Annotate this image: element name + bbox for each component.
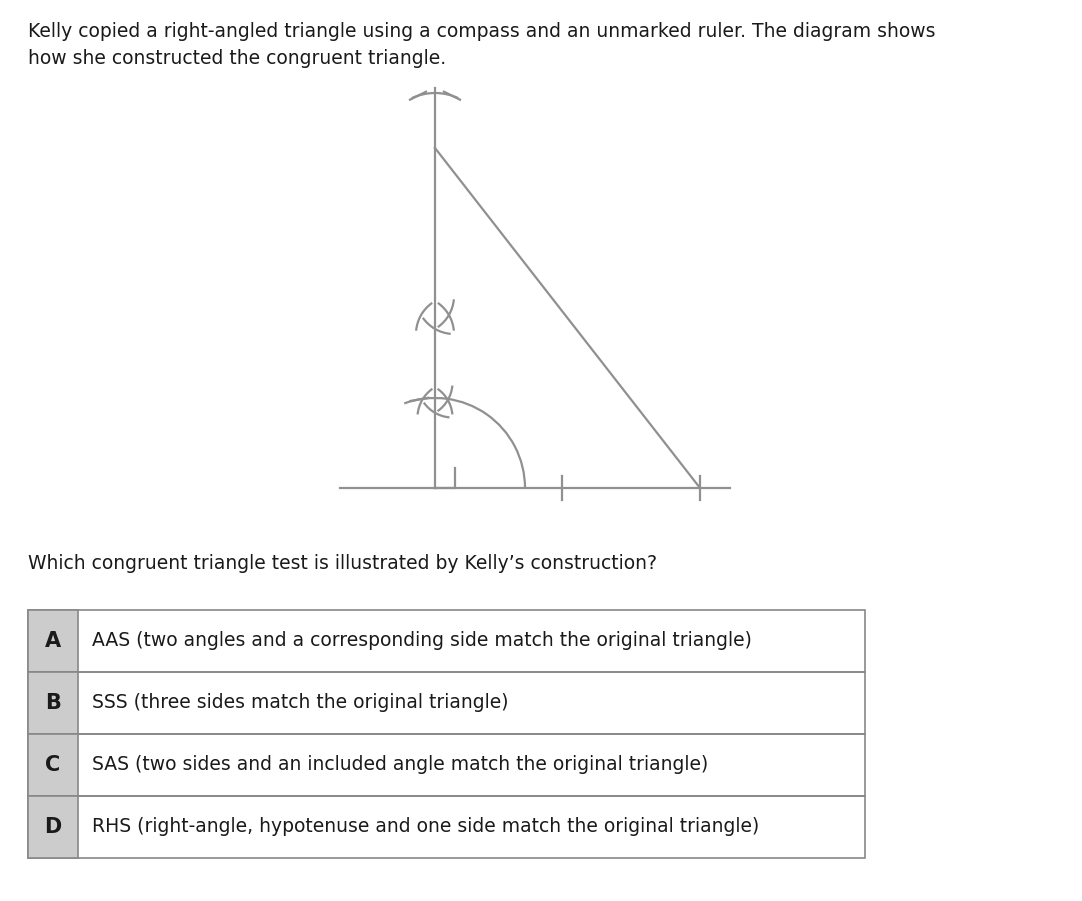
Bar xyxy=(28,672,865,734)
Bar xyxy=(28,796,78,858)
Bar xyxy=(28,796,865,858)
Text: B: B xyxy=(45,693,61,713)
Text: SSS (three sides match the original triangle): SSS (three sides match the original tria… xyxy=(92,694,509,713)
Text: D: D xyxy=(44,817,62,837)
Bar xyxy=(28,734,865,796)
Text: C: C xyxy=(45,755,61,775)
Text: Which congruent triangle test is illustrated by Kelly’s construction?: Which congruent triangle test is illustr… xyxy=(28,554,657,573)
Bar xyxy=(28,672,78,734)
Text: AAS (two angles and a corresponding side match the original triangle): AAS (two angles and a corresponding side… xyxy=(92,632,752,651)
Bar xyxy=(28,610,865,672)
Text: RHS (right-angle, hypotenuse and one side match the original triangle): RHS (right-angle, hypotenuse and one sid… xyxy=(92,817,760,836)
Bar xyxy=(28,610,78,672)
Bar xyxy=(28,734,78,796)
Text: A: A xyxy=(45,631,61,651)
Text: Kelly copied a right-angled triangle using a compass and an unmarked ruler. The : Kelly copied a right-angled triangle usi… xyxy=(28,22,936,68)
Text: SAS (two sides and an included angle match the original triangle): SAS (two sides and an included angle mat… xyxy=(92,756,709,775)
